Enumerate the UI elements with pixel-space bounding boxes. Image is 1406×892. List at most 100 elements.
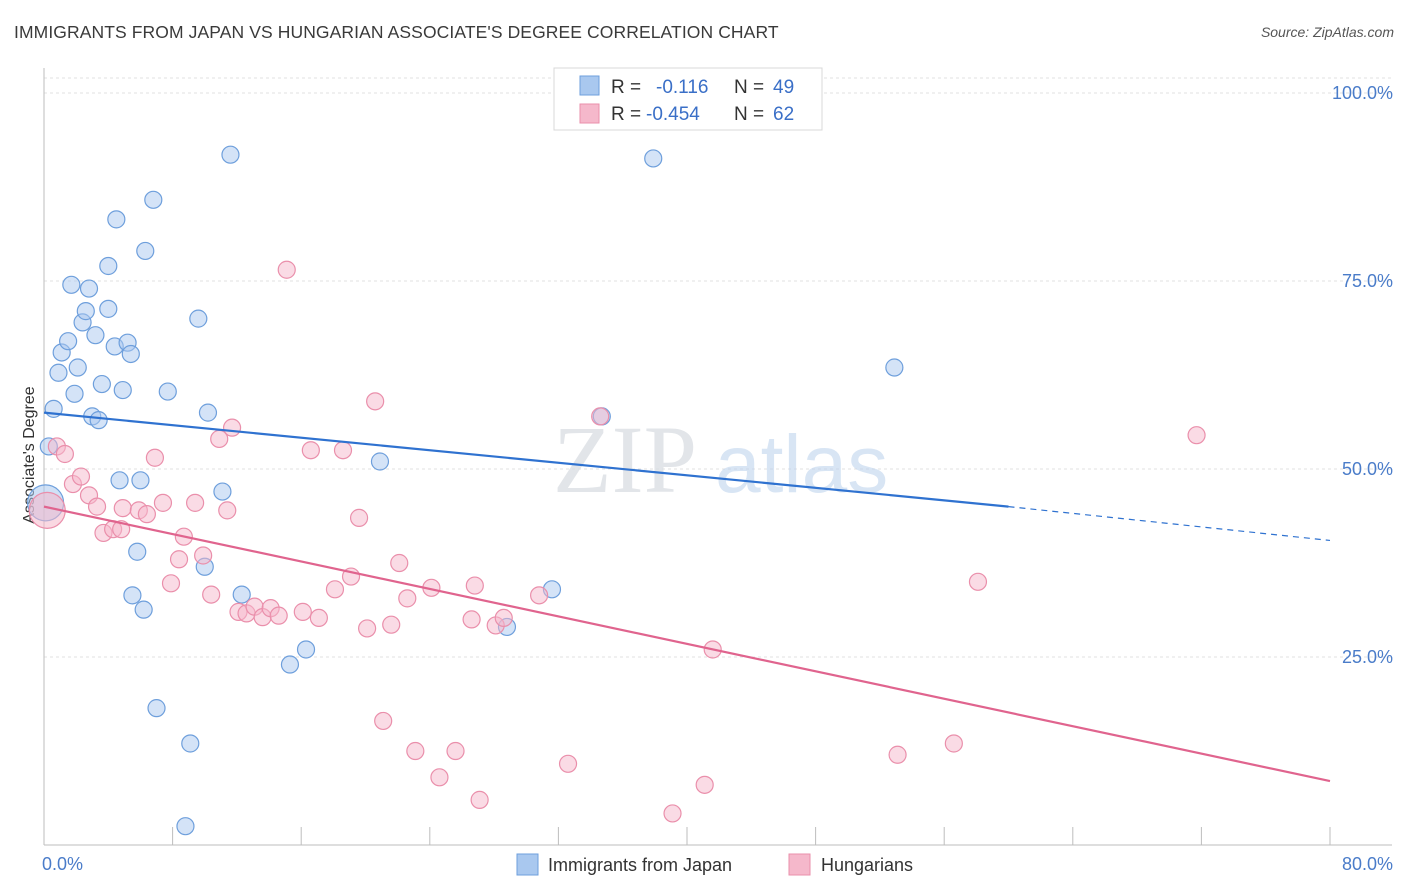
data-point-hungarians <box>169 550 189 569</box>
data-point-japan <box>221 145 240 164</box>
axes <box>43 68 1392 846</box>
data-point-japan <box>107 210 126 229</box>
data-point-japan <box>49 363 68 382</box>
data-point-japan <box>232 585 251 604</box>
data-point-hungarians <box>382 615 401 634</box>
data-point-japan <box>92 374 111 394</box>
data-point-japan <box>65 384 84 403</box>
trend-lines <box>43 411 1331 783</box>
data-point-japan <box>280 655 300 674</box>
y-tick-label: 100.0% <box>1332 83 1393 103</box>
data-point-hungarians <box>277 260 296 279</box>
data-point-hungarians <box>161 574 181 593</box>
data-point-japan <box>86 326 105 345</box>
data-point-japan <box>296 640 316 659</box>
legend-r-value-japan: -0.116 <box>656 77 708 98</box>
series-hungarians-points <box>28 260 1206 823</box>
data-point-hungarians <box>663 804 682 823</box>
data-point-hungarians <box>194 546 213 565</box>
trend-line-japan <box>43 411 1009 508</box>
data-point-hungarians <box>530 586 549 605</box>
data-point-hungarians <box>406 741 425 761</box>
legend-swatch-hungarians <box>579 103 600 124</box>
data-point-japan <box>370 452 390 471</box>
data-point-japan <box>136 241 155 261</box>
data-point-hungarians <box>222 418 242 437</box>
y-tick-label: 25.0% <box>1342 647 1393 667</box>
watermark-zip: ZIP <box>553 406 697 513</box>
data-point-japan <box>121 344 140 364</box>
source-label: Source: ZipAtlas.com <box>1260 24 1394 40</box>
data-point-hungarians <box>888 745 907 764</box>
data-point-hungarians <box>333 441 353 460</box>
data-point-japan <box>176 817 195 836</box>
data-point-japan <box>68 358 87 377</box>
data-point-hungarians <box>390 553 409 573</box>
data-point-hungarians <box>87 497 107 516</box>
data-point-japan <box>128 542 147 561</box>
bottom-legend: Immigrants from Japan Hungarians <box>516 853 913 876</box>
data-point-hungarians <box>695 775 714 794</box>
legend-n-value-japan: 49 <box>773 77 794 98</box>
data-point-hungarians <box>944 734 963 753</box>
data-point-japan <box>123 586 142 605</box>
data-point-hungarians <box>71 467 91 486</box>
data-point-japan <box>110 471 129 490</box>
trend-line-japan-extrapolated <box>1008 506 1331 542</box>
data-point-japan <box>144 190 163 209</box>
data-point-hungarians <box>366 392 385 411</box>
data-point-japan <box>134 600 153 619</box>
data-point-japan <box>62 275 81 294</box>
data-point-japan <box>213 482 232 501</box>
data-point-japan <box>99 299 118 318</box>
data-point-hungarians <box>218 501 237 520</box>
data-point-japan <box>79 279 99 298</box>
data-point-hungarians <box>309 608 328 628</box>
bottom-legend-label-japan: Immigrants from Japan <box>548 855 732 875</box>
data-point-hungarians <box>558 754 578 773</box>
data-point-hungarians <box>55 444 74 464</box>
data-point-hungarians <box>398 589 417 608</box>
gridlines <box>44 77 1392 658</box>
data-point-hungarians <box>968 572 988 591</box>
x-tick-label-min: 0.0% <box>42 854 83 874</box>
data-point-hungarians <box>349 508 369 527</box>
data-point-japan <box>113 380 132 400</box>
y-tick-label: 75.0% <box>1342 271 1393 291</box>
bottom-legend-swatch-japan <box>516 853 539 876</box>
data-point-japan <box>147 699 166 718</box>
data-point-hungarians <box>137 505 156 524</box>
data-point-japan <box>644 149 663 168</box>
data-point-hungarians <box>1187 426 1206 445</box>
data-point-hungarians <box>113 499 132 518</box>
data-point-hungarians <box>269 606 288 625</box>
bottom-legend-swatch-hungarians <box>788 853 811 876</box>
data-point-hungarians <box>430 768 449 787</box>
trend-line-hungarians <box>43 505 1331 783</box>
y-tick-label: 50.0% <box>1342 459 1393 479</box>
data-point-japan <box>76 302 95 321</box>
x-tick-label-max: 80.0% <box>1342 854 1393 874</box>
data-point-hungarians <box>293 602 312 621</box>
data-point-japan <box>181 734 200 753</box>
data-point-hungarians <box>153 493 173 512</box>
data-point-japan <box>131 471 150 490</box>
data-point-hungarians <box>494 608 513 628</box>
data-point-japan <box>89 411 108 430</box>
data-point-hungarians <box>358 619 377 638</box>
data-point-japan <box>59 332 78 351</box>
data-point-japan <box>885 358 904 377</box>
data-point-hungarians <box>374 711 393 731</box>
legend-n-label-hungarians: N = <box>734 104 764 125</box>
watermark: ZIP atlas <box>553 406 888 513</box>
y-tick-labels: 100.0% 75.0% 50.0% 25.0% <box>1332 83 1393 667</box>
data-point-hungarians <box>186 493 205 512</box>
data-point-hungarians <box>470 790 489 809</box>
top-legend: R = -0.116 N = 49 R = -0.454 N = 62 <box>553 67 823 131</box>
chart-title: IMMIGRANTS FROM JAPAN VS HUNGARIAN ASSOC… <box>14 22 779 42</box>
legend-r-value-hungarians: -0.454 <box>646 104 700 125</box>
data-point-japan <box>99 256 118 276</box>
data-point-hungarians <box>301 441 320 460</box>
watermark-atlas: atlas <box>715 419 888 510</box>
